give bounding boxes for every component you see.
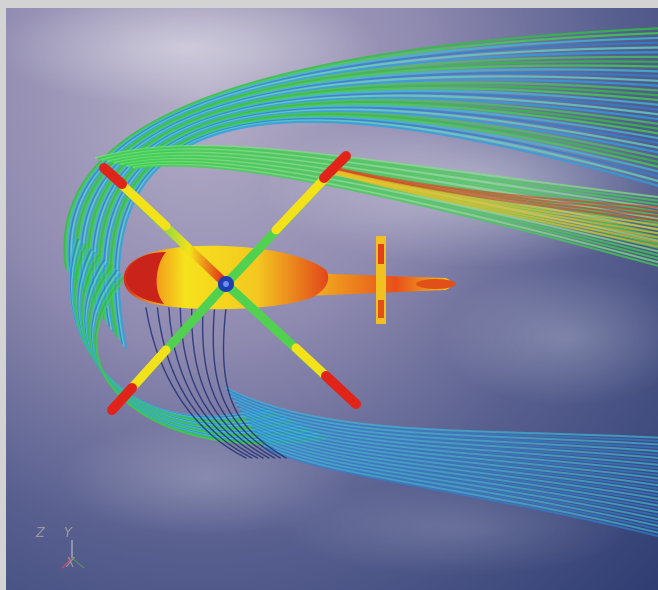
cfd-visualization-viewport: Z Y X (6, 8, 658, 590)
main-rotor (99, 151, 361, 415)
axis-x-label: X (66, 556, 75, 571)
tail-fin (376, 236, 386, 324)
helicopter-streamlines-render (6, 8, 658, 578)
axis-z-label: Z (36, 526, 45, 541)
helicopter-model (99, 151, 456, 415)
axes-triad-lines (61, 540, 85, 569)
axis-y-label: Y (64, 526, 72, 541)
streamlines-group (63, 27, 658, 538)
